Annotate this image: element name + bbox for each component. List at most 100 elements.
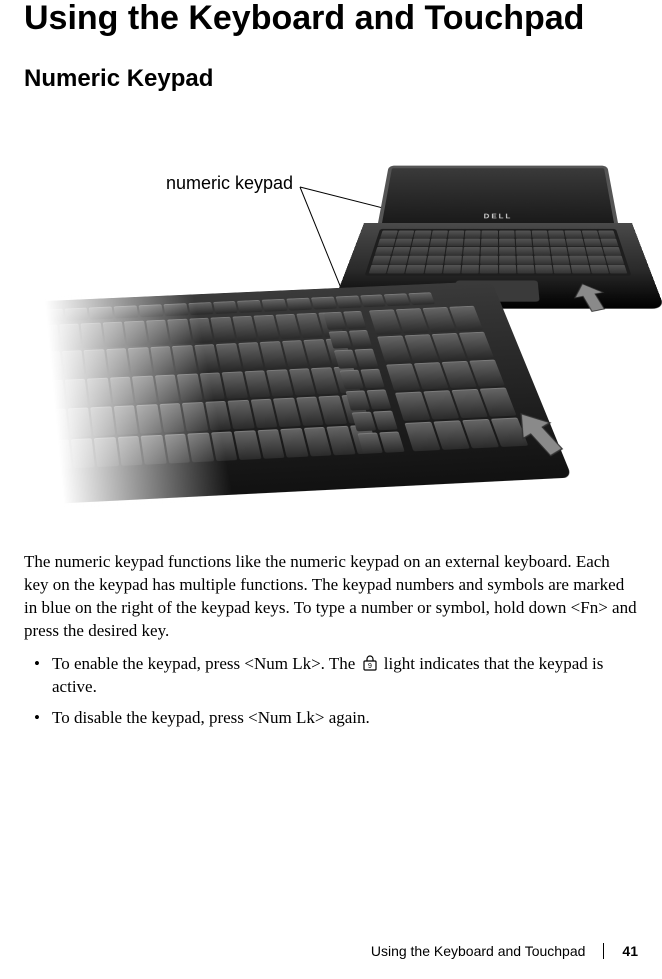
key <box>445 247 462 255</box>
key <box>150 347 174 374</box>
footer-chapter-title: Using the Keyboard and Touchpad <box>371 943 586 959</box>
key <box>607 265 627 274</box>
key <box>187 433 214 463</box>
key <box>354 349 378 368</box>
key <box>323 312 346 330</box>
key <box>182 403 208 432</box>
page-footer: Using the Keyboard and Touchpad 41 <box>371 943 638 959</box>
key <box>37 325 59 351</box>
key <box>395 239 413 247</box>
key <box>172 346 197 373</box>
key <box>581 231 599 238</box>
key <box>384 294 410 307</box>
key <box>343 311 366 329</box>
key <box>40 352 63 379</box>
key <box>24 441 48 471</box>
key <box>84 350 107 377</box>
laptop-keyboard <box>365 229 632 276</box>
key <box>499 231 515 238</box>
key <box>59 324 82 350</box>
key <box>349 330 373 348</box>
callout-label: numeric keypad <box>166 173 293 194</box>
key <box>146 320 170 346</box>
key <box>360 295 386 308</box>
key <box>18 353 40 380</box>
numlock-indicator-icon: 9 <box>362 655 378 671</box>
key <box>499 265 516 274</box>
key <box>499 239 515 247</box>
key <box>387 265 406 274</box>
key <box>375 247 394 255</box>
figure: numeric keypad DELL <box>24 113 638 523</box>
key <box>68 408 92 437</box>
key <box>589 265 608 274</box>
key <box>443 265 461 274</box>
key <box>45 409 69 438</box>
key <box>426 256 444 264</box>
key <box>114 406 139 435</box>
key <box>431 231 448 238</box>
key <box>424 265 443 274</box>
key <box>598 231 616 238</box>
laptop-numeric-keypad-region <box>519 235 585 264</box>
key <box>553 265 572 274</box>
key <box>159 404 185 433</box>
key <box>155 375 180 403</box>
key <box>228 400 255 429</box>
key <box>373 411 398 431</box>
key <box>22 410 45 439</box>
key <box>260 342 286 369</box>
key <box>377 239 395 247</box>
key <box>89 307 113 320</box>
key <box>480 256 497 264</box>
key <box>535 265 553 274</box>
key <box>211 431 238 461</box>
key <box>463 247 480 255</box>
key <box>335 296 361 309</box>
key <box>205 401 231 430</box>
key <box>366 390 391 410</box>
key <box>600 239 618 247</box>
key <box>65 379 89 407</box>
key <box>20 381 43 409</box>
key <box>499 256 516 264</box>
key <box>262 299 288 312</box>
key <box>369 265 389 274</box>
key <box>465 231 481 238</box>
key <box>414 231 431 238</box>
key <box>329 331 352 349</box>
key <box>429 239 446 247</box>
key <box>340 370 364 389</box>
key <box>253 315 279 341</box>
svg-text:9: 9 <box>368 663 372 670</box>
page-number: 41 <box>622 943 638 959</box>
key <box>110 377 134 405</box>
footer-divider <box>603 943 604 959</box>
key <box>585 247 603 255</box>
key <box>410 247 428 255</box>
key <box>482 231 498 238</box>
key <box>237 300 262 313</box>
laptop-brand-logo: DELL <box>383 213 614 220</box>
key <box>114 306 139 319</box>
key <box>390 256 409 264</box>
key <box>444 256 462 264</box>
key <box>461 265 479 274</box>
key <box>480 265 497 274</box>
key <box>605 256 624 264</box>
key <box>380 231 398 238</box>
laptop-screen: DELL <box>378 166 618 223</box>
key <box>106 349 130 376</box>
key <box>481 239 497 247</box>
key <box>16 326 38 352</box>
key <box>103 322 126 348</box>
key <box>372 256 391 264</box>
key <box>464 239 481 247</box>
key <box>408 256 427 264</box>
key <box>62 351 85 378</box>
key <box>136 405 161 434</box>
key <box>448 231 465 238</box>
key <box>447 239 464 247</box>
key <box>177 374 202 402</box>
key <box>587 256 606 264</box>
